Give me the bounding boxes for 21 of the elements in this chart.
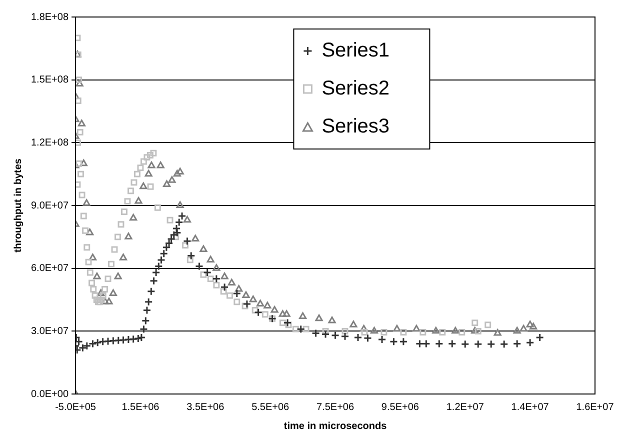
x-axis-title: time in microseconds [284,420,388,432]
x-tick-label: 1.2E+07 [446,402,484,413]
legend-label: Series3 [322,116,390,138]
x-tick-label: 3.5E+06 [186,402,225,413]
legend-label: Series2 [322,78,390,100]
y-tick-label: 3.0E+07 [30,326,69,337]
x-tick-label: 7.5E+06 [316,402,354,413]
x-tick-label: 1.6E+07 [576,402,614,413]
x-tick-label: 5.5E+06 [252,402,290,413]
y-tick-label: 1.2E+08 [30,137,69,148]
x-tick-label: 1.4E+07 [511,402,550,413]
x-tick-label: 9.5E+06 [381,402,420,413]
y-tick-label: 6.0E+07 [30,263,69,274]
y-axis-title: throughput in bytes [12,158,24,252]
y-tick-label: 0.0E+00 [30,388,69,400]
y-tick-label: 9.0E+07 [30,200,69,212]
legend-label: Series1 [322,40,390,62]
y-tick-label: 1.8E+08 [30,12,69,23]
x-tick-label: 1.5E+06 [122,402,160,413]
y-tick-label: 1.5E+08 [30,74,69,86]
x-tick-label: -5.0E+05 [55,402,96,413]
